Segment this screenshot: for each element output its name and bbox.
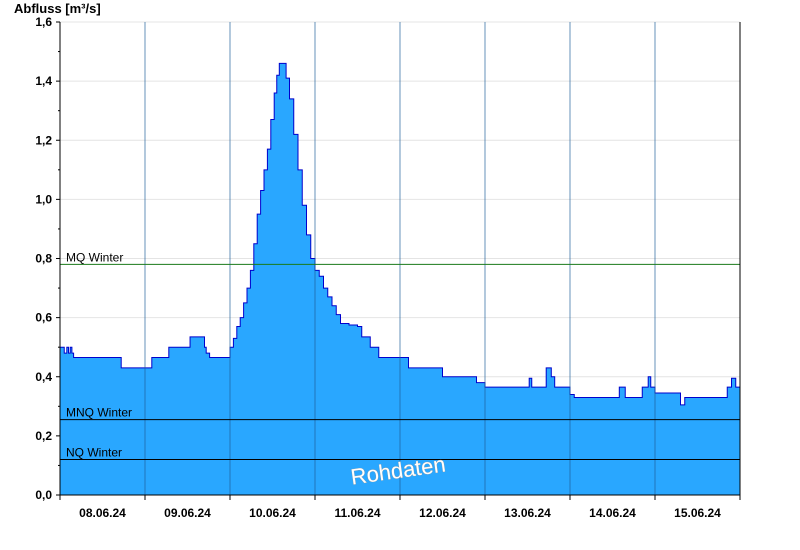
- x-tick-label: 12.06.24: [419, 506, 466, 520]
- day-separators: [144, 22, 656, 495]
- y-tick-label: 0,8: [35, 252, 52, 266]
- x-tick-label: 10.06.24: [249, 506, 296, 520]
- y-tick-label: 0,2: [35, 429, 52, 443]
- x-tick-label: 11.06.24: [334, 506, 380, 520]
- y-tick-label: 0,6: [35, 311, 52, 325]
- y-tick-label: 1,4: [35, 74, 52, 88]
- axes: 0,0 0,2 0,4 0,6 0,8 1,0 1,2 1,4 1,6 08.06.24 09.06…: [35, 15, 741, 520]
- y-tick-label: 1,6: [35, 15, 52, 29]
- y-tick-label: 0,0: [35, 488, 52, 502]
- ref-label: NQ Winter: [66, 446, 122, 460]
- ref-label: MQ Winter: [66, 250, 123, 264]
- x-tick-label: 14.06.24: [589, 506, 636, 520]
- y-tick-label: 1,2: [35, 133, 52, 147]
- x-tick-label: 13.06.24: [504, 506, 551, 520]
- ref-label: MNQ Winter: [66, 406, 132, 420]
- x-tick-label: 15.06.24: [674, 506, 721, 520]
- y-tick-label: 1,0: [35, 192, 52, 206]
- discharge-line: [60, 62, 741, 406]
- x-tick-label: 09.06.24: [164, 506, 211, 520]
- y-axis-label: Abfluss [m³/s]: [14, 1, 101, 16]
- y-tick-label: 0,4: [35, 370, 52, 384]
- reference-lines: MQ Winter MNQ Winter NQ Winter: [60, 250, 740, 461]
- x-tick-label: 08.06.24: [79, 506, 126, 520]
